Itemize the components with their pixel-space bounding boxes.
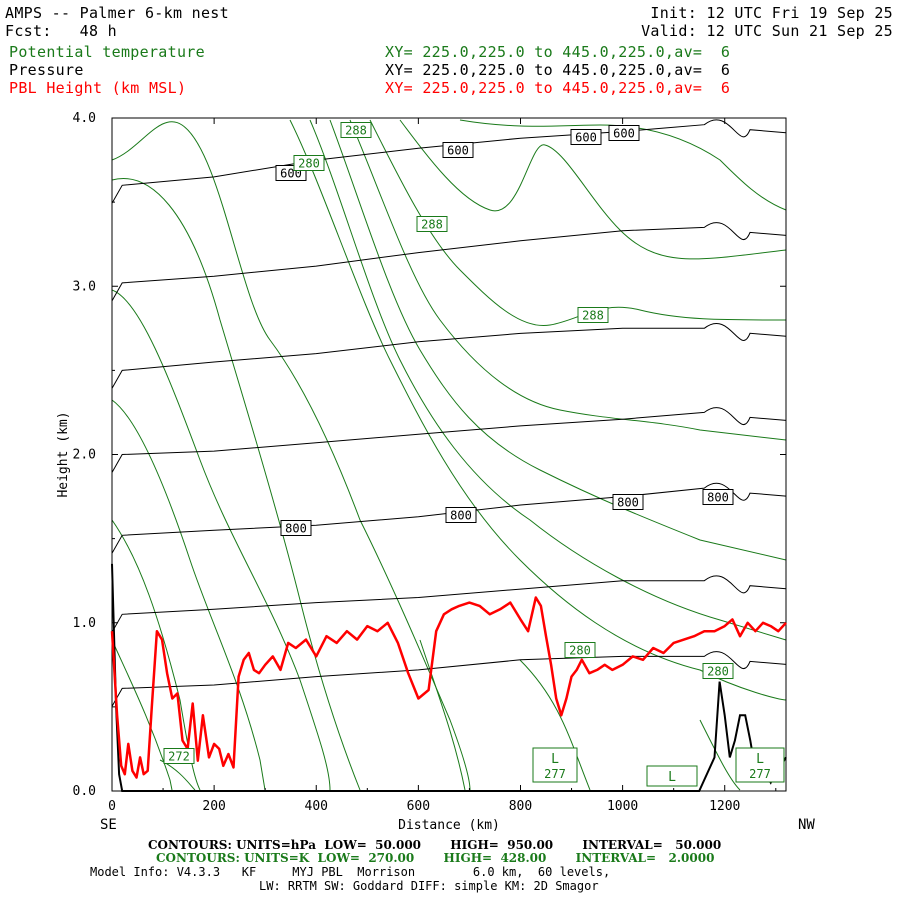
x-axis-label: Distance (km) xyxy=(398,818,500,833)
x-tick-label: 600 xyxy=(407,799,430,814)
plot-frame xyxy=(111,117,787,792)
x-tick-label: 200 xyxy=(202,799,225,814)
y-axis-label: Height (km) xyxy=(56,411,71,497)
footer-physics: LW: RRTM SW: Goddard DIFF: simple KM: 2D… xyxy=(259,879,599,893)
isobar-label-box xyxy=(280,520,312,536)
init-time: Init: 12 UTC Fri 19 Sep 25 xyxy=(650,4,893,22)
isobar-label: 600 xyxy=(447,144,469,158)
isobar-600 xyxy=(111,119,787,204)
isobar-label-box xyxy=(608,125,640,141)
theta-label-box xyxy=(340,122,372,138)
y-tick-label: 0.0 xyxy=(73,784,96,799)
isobar-label-box xyxy=(612,494,644,510)
field-name-pressure: Pressure xyxy=(9,61,84,79)
low-marker-letter: L xyxy=(756,752,764,767)
isobar-label-box xyxy=(445,507,477,523)
x-tick-label: 0 xyxy=(108,799,116,814)
valid-time: Valid: 12 UTC Sun 21 Sep 25 xyxy=(641,22,893,40)
isobar-950 xyxy=(111,563,787,792)
isobar-700 xyxy=(111,322,787,389)
plot-title: AMPS -- Palmer 6-km nest xyxy=(5,4,229,22)
isobar-label-box xyxy=(570,129,602,145)
low-marker-value: 277 xyxy=(544,767,566,781)
x-tick-label: 1200 xyxy=(709,799,740,814)
theta-label: 272 xyxy=(168,750,190,764)
field-xy-pressure: XY= 225.0,225.0 to 445.0,225.0,av= 6 xyxy=(385,61,731,79)
isobar-label-box xyxy=(702,489,734,505)
footer-theta-contours: CONTOURS: UNITS=K LOW= 270.00 HIGH= 428.… xyxy=(156,851,715,865)
theta-label: 288 xyxy=(345,124,367,138)
low-marker-box xyxy=(646,765,698,787)
y-tick-label: 1.0 xyxy=(73,616,96,631)
isobar-650 xyxy=(111,222,787,302)
x-tick-label: 800 xyxy=(509,799,532,814)
low-marker-box xyxy=(532,747,578,783)
theta-label: 288 xyxy=(582,309,604,323)
isobar-850 xyxy=(111,575,787,633)
theta-label-box xyxy=(702,663,734,679)
field-name-theta: Potential temperature xyxy=(9,43,205,61)
isobar-label: 800 xyxy=(285,522,307,536)
y-tick-label: 3.0 xyxy=(73,279,96,294)
isobar-label: 600 xyxy=(613,127,635,141)
footer-model-info: Model Info: V4.3.3 KF MYJ PBL Morrison 6… xyxy=(90,865,611,879)
isobar-label: 800 xyxy=(707,491,729,505)
isobar-label-box xyxy=(442,142,474,158)
theta-label: 288 xyxy=(421,218,443,232)
field-name-pbl: PBL Height (km MSL) xyxy=(9,79,187,97)
theta-label-box xyxy=(564,642,596,658)
theta-contours xyxy=(111,119,787,791)
theta-label-box xyxy=(293,155,325,171)
low-marker-value: 277 xyxy=(749,767,771,781)
footer-pressure-contours: CONTOURS: UNITS=hPa LOW= 50.000 HIGH= 95… xyxy=(148,838,722,852)
isobar-750 xyxy=(111,407,787,473)
y-tick-label: 4.0 xyxy=(73,111,96,126)
theta-label-box xyxy=(163,748,195,764)
field-xy-theta: XY= 225.0,225.0 to 445.0,225.0,av= 6 xyxy=(385,43,731,61)
left-end-label: SE xyxy=(100,817,117,833)
x-tick-label: 1000 xyxy=(607,799,638,814)
forecast-hour: Fcst: 48 h xyxy=(5,22,117,40)
isobar-label: 800 xyxy=(450,509,472,523)
isobar-800 xyxy=(111,482,787,554)
theta-label: 280 xyxy=(707,665,729,679)
theta-label-box xyxy=(416,216,448,232)
right-end-label: NW xyxy=(798,817,815,833)
axes: 0 200 400 600 800 1000 1200 0.0 1.0 2.0 3.0 4.0 Dist… xyxy=(56,111,815,833)
low-marker-box xyxy=(735,747,785,783)
isobar-900 xyxy=(111,651,787,707)
low-marker-letter: L xyxy=(551,752,559,767)
pbl-height-series xyxy=(110,596,787,779)
isobar-label: 600 xyxy=(575,131,597,145)
field-xy-pbl: XY= 225.0,225.0 to 445.0,225.0,av= 6 xyxy=(385,79,731,97)
pressure-contours xyxy=(111,119,787,792)
theta-label: 280 xyxy=(569,644,591,658)
x-tick-label: 400 xyxy=(305,799,328,814)
theta-label: 280 xyxy=(298,157,320,171)
low-marker-letter: L xyxy=(668,770,676,785)
theta-label-box xyxy=(577,307,609,323)
y-tick-label: 2.0 xyxy=(73,448,96,463)
isobar-label: 800 xyxy=(617,496,639,510)
pbl-height-line xyxy=(110,596,787,779)
